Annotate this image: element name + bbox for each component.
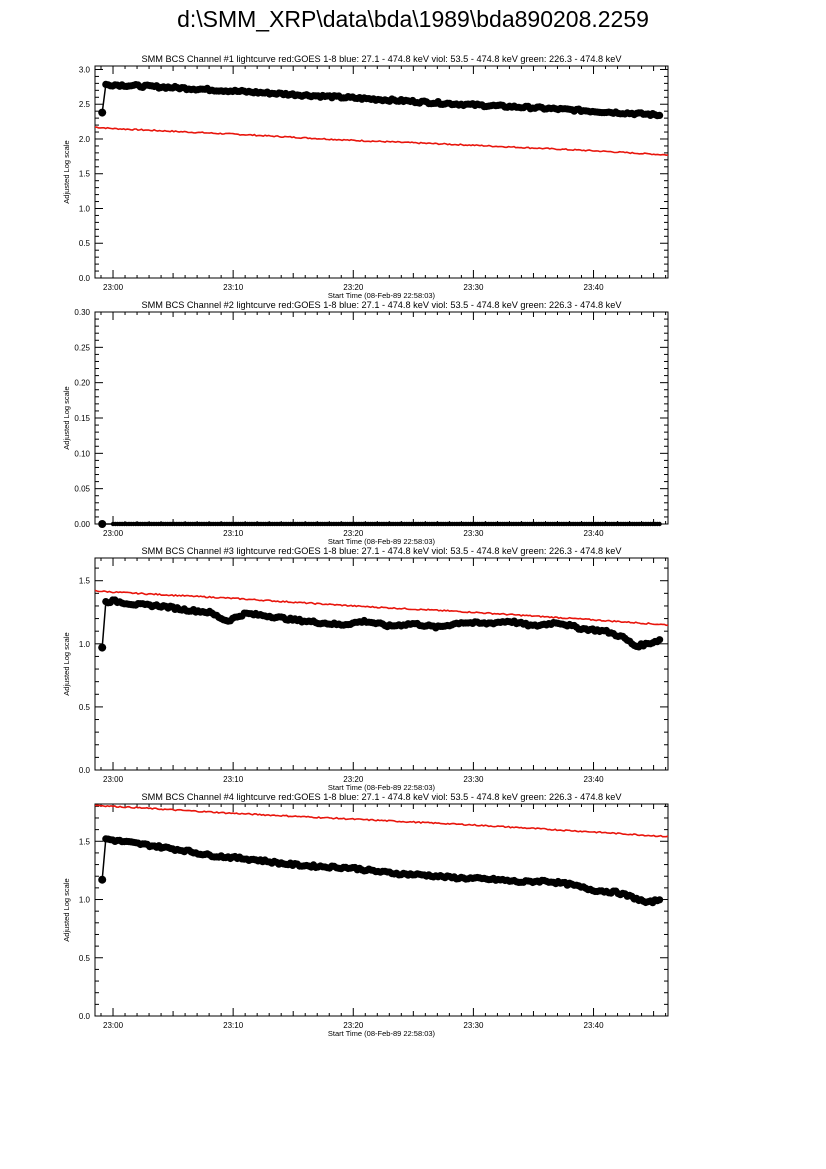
panel1-goes-line	[95, 126, 669, 157]
panel2-ylabel: Adjusted Log scale	[62, 386, 71, 449]
panel1-bcs-point	[98, 108, 107, 117]
panel1-xtick-label: 23:40	[584, 283, 605, 292]
panel1-ytick-label: 3.0	[79, 65, 91, 74]
panel1-xtick-label: 23:20	[343, 283, 364, 292]
panel1-ytick-label: 2.0	[79, 135, 91, 144]
panel1-ytick-label: 0.5	[79, 239, 91, 248]
panel3-bcs-point	[98, 643, 107, 652]
panel2-bcs-point	[98, 520, 107, 528]
panel3-xtick-label: 23:40	[584, 775, 605, 784]
panel4-ytick-label: 1.5	[79, 837, 91, 846]
panel4-xtick-label: 23:40	[584, 1021, 605, 1030]
panel2-ytick-label: 0.05	[74, 485, 90, 494]
panel3-frame	[94, 557, 669, 771]
panel4-bcs-point	[98, 875, 107, 884]
panel2-ytick-label: 0.15	[74, 414, 90, 423]
panel1-ytick-label: 1.0	[79, 204, 91, 213]
panel3-ytick-label: 0.5	[79, 703, 91, 712]
page-title: d:\SMM_XRP\data\bda\1989\bda890208.2259	[177, 6, 649, 32]
panel3-ytick-label: 0.0	[79, 766, 91, 775]
panel4-xtick-label: 23:30	[463, 1021, 484, 1030]
panel2-xlabel: Start Time (08-Feb-89 22:58:03)	[328, 537, 436, 546]
panel1-title: SMM BCS Channel #1 lightcurve red:GOES 1…	[141, 54, 622, 64]
panel1-ytick-label: 0.0	[79, 274, 91, 283]
panel3-title: SMM BCS Channel #3 lightcurve red:GOES 1…	[141, 546, 622, 556]
panel3-xtick-label: 23:00	[103, 775, 124, 784]
panel1-xtick-label: 23:30	[463, 283, 484, 292]
panel1-ylabel: Adjusted Log scale	[62, 140, 71, 203]
panel2-xtick-label: 23:40	[584, 529, 605, 538]
panel2-ytick-label: 0.10	[74, 449, 90, 458]
panel2-xtick-label: 23:10	[223, 529, 244, 538]
panel4-xlabel: Start Time (08-Feb-89 22:58:03)	[328, 1029, 436, 1038]
panel4-xtick-label: 23:10	[223, 1021, 244, 1030]
panel3-ytick-label: 1.5	[79, 577, 91, 586]
panel4-xtick-label: 23:00	[103, 1021, 124, 1030]
panel1-bcs-point	[656, 111, 664, 119]
panel4-ylabel: Adjusted Log scale	[62, 878, 71, 941]
panel1-xtick-label: 23:10	[223, 283, 244, 292]
panel4-xtick-label: 23:20	[343, 1021, 364, 1030]
panel4-title: SMM BCS Channel #4 lightcurve red:GOES 1…	[141, 792, 622, 802]
panel2-ytick-label: 0.25	[74, 343, 90, 352]
panel3-ytick-label: 1.0	[79, 640, 91, 649]
panel2-ytick-label: 0.20	[74, 379, 90, 388]
panel4-bcs-point	[656, 896, 664, 904]
panel3-goes-line	[94, 589, 669, 627]
panel3-ylabel: Adjusted Log scale	[62, 632, 71, 695]
panel4-ytick-label: 1.0	[79, 896, 91, 905]
panel2-xtick-label: 23:20	[343, 529, 364, 538]
panel2-ytick-label: 0.00	[74, 520, 90, 529]
panel2-ytick-label: 0.30	[74, 308, 90, 317]
panel4-frame	[94, 803, 669, 1017]
panel2-xtick-label: 23:00	[103, 529, 124, 538]
panel3-xtick-label: 23:10	[223, 775, 244, 784]
panel1-xlabel: Start Time (08-Feb-89 22:58:03)	[328, 291, 436, 300]
panel2-xtick-label: 23:30	[463, 529, 484, 538]
panel3-bcs-point	[656, 636, 664, 644]
panel3-xlabel: Start Time (08-Feb-89 22:58:03)	[328, 783, 436, 792]
panel4-ytick-label: 0.0	[79, 1012, 91, 1021]
panel3-xtick-label: 23:20	[343, 775, 364, 784]
panel2-title: SMM BCS Channel #2 lightcurve red:GOES 1…	[141, 300, 622, 310]
panel1-ytick-label: 2.5	[79, 100, 91, 109]
panel1-ytick-label: 1.5	[79, 170, 91, 179]
panel2-bcs-point	[657, 521, 662, 527]
panel2-frame	[94, 311, 669, 525]
panel4-goes-line	[94, 804, 669, 838]
panel4-ytick-label: 0.5	[79, 954, 91, 963]
panel3-xtick-label: 23:30	[463, 775, 484, 784]
panel1-frame	[94, 65, 669, 279]
panel1-xtick-label: 23:00	[103, 283, 124, 292]
